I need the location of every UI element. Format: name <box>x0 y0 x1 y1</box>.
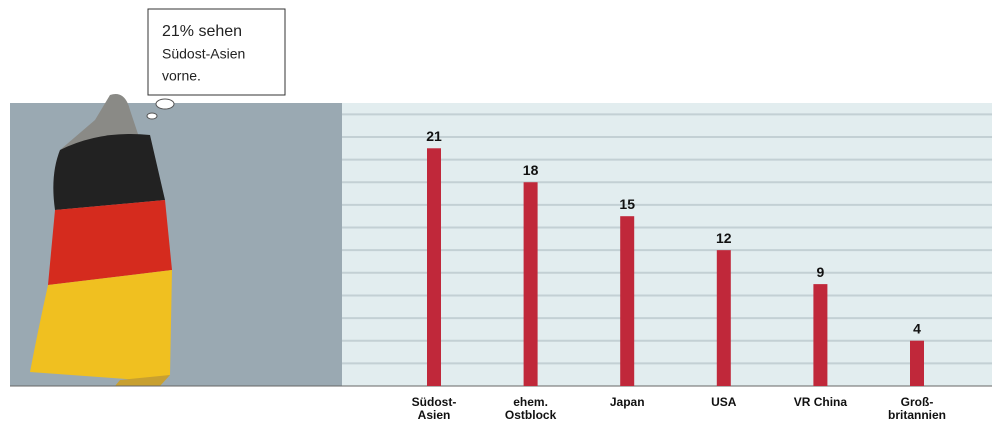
annotation-line: Südost-Asien <box>162 46 245 62</box>
x-tick-label: Groß- britannien <box>887 395 946 422</box>
bar <box>523 182 538 386</box>
bar <box>813 284 828 386</box>
x-tick-label: ehem. Ostblock <box>504 395 557 422</box>
callout: 21% sehen Südost-Asien vorne. <box>146 8 286 120</box>
value-label: 4 <box>913 320 921 336</box>
bar <box>716 250 731 386</box>
value-label: 18 <box>523 162 539 178</box>
x-tick-label: Japan <box>609 395 645 409</box>
value-label: 12 <box>716 230 732 246</box>
bar <box>620 216 635 386</box>
annotation-line: 21% sehen <box>162 23 242 40</box>
value-label: 21 <box>426 128 442 144</box>
x-tick-label: Südost- Asien <box>411 395 457 422</box>
x-tick-label: VR China <box>793 395 848 409</box>
bar <box>427 148 441 386</box>
figure-illustration <box>30 94 172 386</box>
x-tick-label: USA <box>711 395 737 409</box>
value-label: 15 <box>619 196 635 212</box>
bar <box>910 340 924 386</box>
annotation-line: vorne. <box>162 68 201 84</box>
value-label: 9 <box>817 264 825 280</box>
plot-area <box>342 103 992 386</box>
